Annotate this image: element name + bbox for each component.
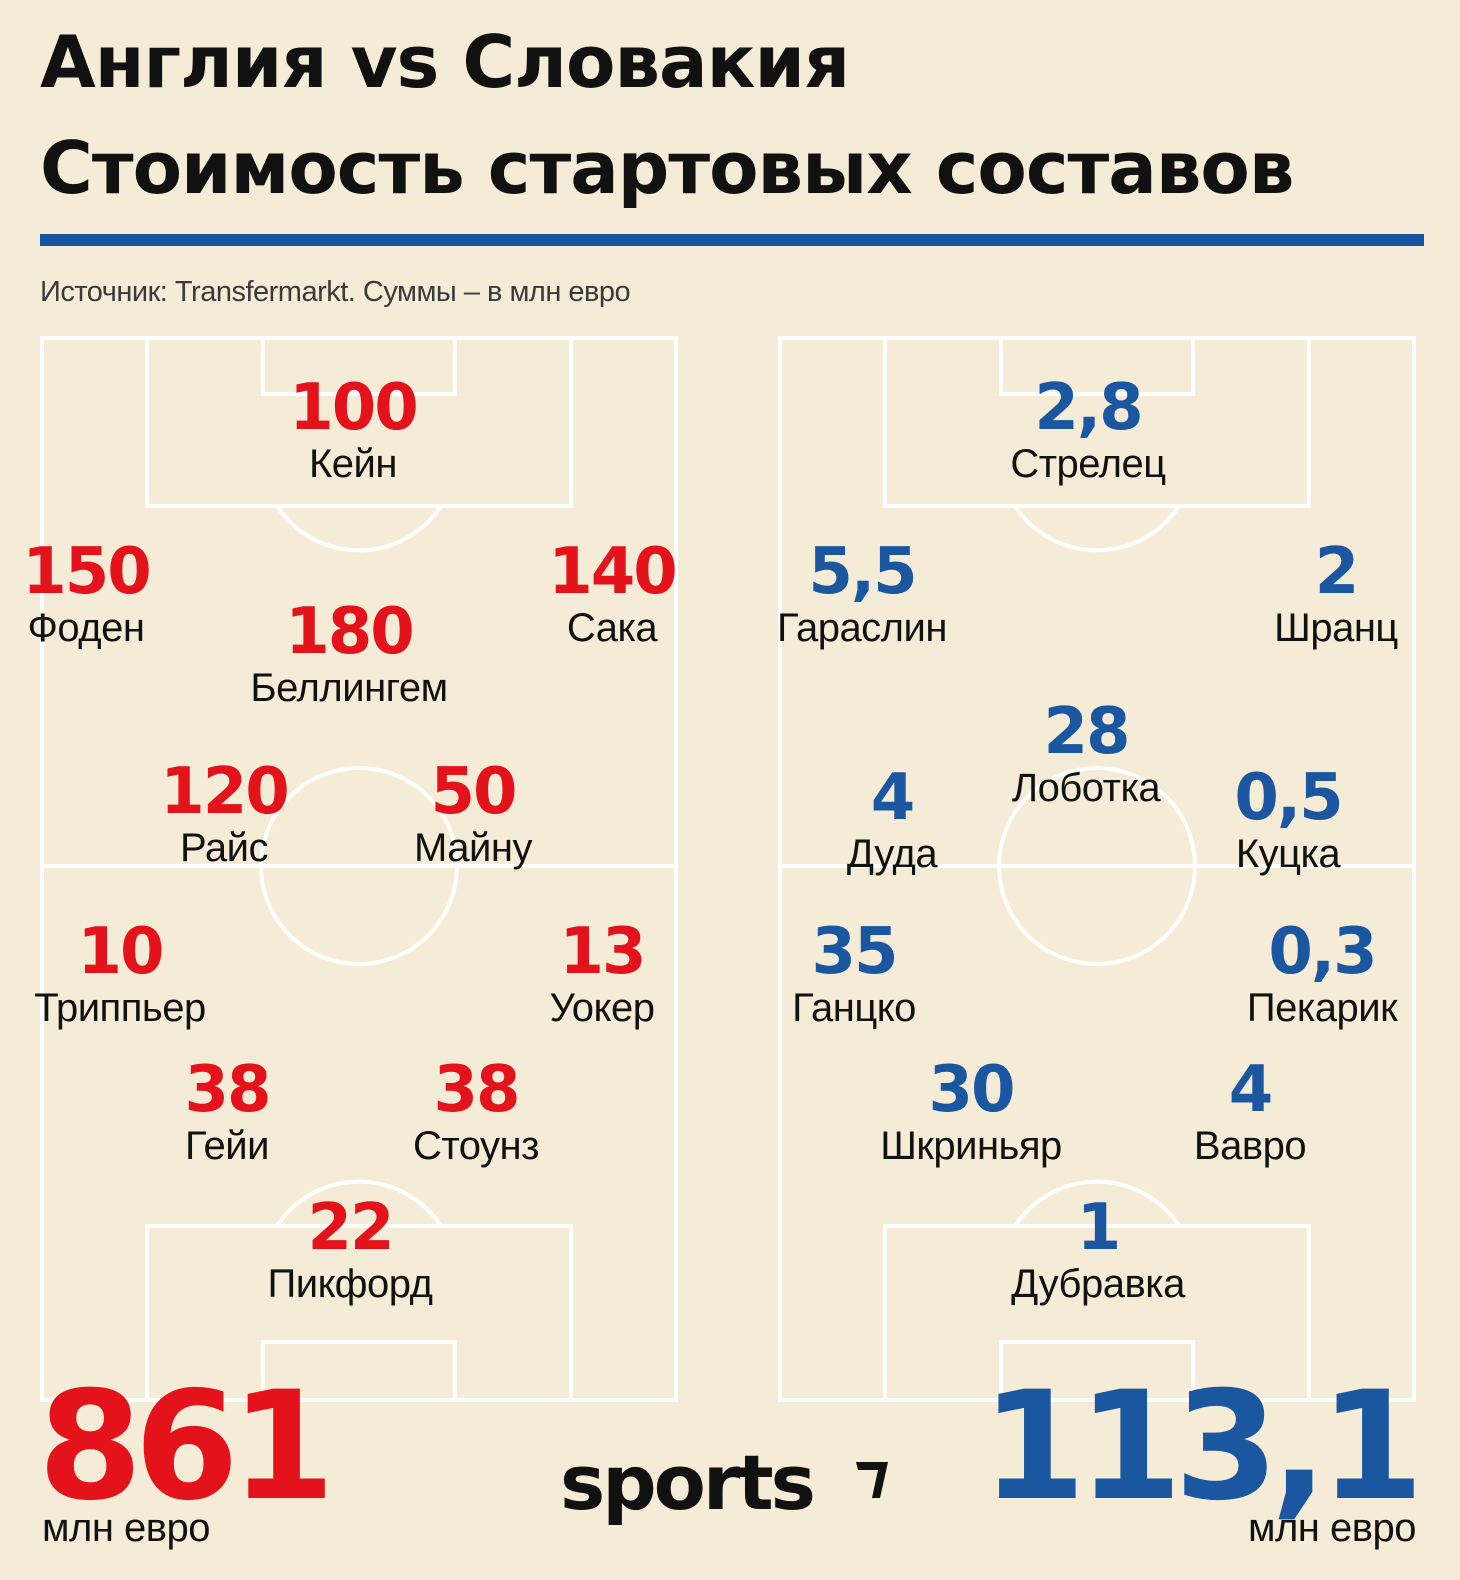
player-name: Майну — [414, 826, 532, 870]
source-note: Источник: Transfermarkt. Суммы – в млн е… — [40, 276, 631, 308]
player-foden: 150 Фоден — [0, 540, 216, 652]
player-strelec: 2,8 Стрелец — [958, 376, 1218, 488]
player-haraslin: 5,5 Гараслин — [732, 540, 992, 652]
player-value: 30 — [928, 1053, 1015, 1127]
player-value: 5,5 — [808, 535, 917, 609]
player-value: 120 — [160, 755, 290, 829]
player-dubravka: 1 Дубравка — [968, 1196, 1228, 1308]
player-name: Сака — [566, 606, 658, 650]
player-schranz: 2 Шранц — [1206, 540, 1460, 652]
player-value: 10 — [77, 915, 164, 989]
england-pitch-lines — [40, 336, 678, 1402]
sports-logo: sports — [560, 1438, 816, 1527]
player-name: Дубравка — [1011, 1262, 1185, 1306]
slovakia-pitch: 2,8 Стрелец 5,5 Гараслин 2 Шранц 28 Лоботка … — [777, 336, 1418, 1402]
player-pickford: 22 Пикфорд — [220, 1196, 480, 1308]
player-name: Уокер — [549, 986, 655, 1030]
player-name: Фоден — [27, 606, 145, 650]
player-bellingham: 180 Беллингем — [219, 600, 479, 712]
player-name: Триппьер — [34, 986, 206, 1030]
england-total-value: 861 — [38, 1360, 335, 1534]
player-name: Гейи — [185, 1124, 269, 1168]
player-value: 1 — [1076, 1191, 1122, 1265]
slovakia-pitch-lines — [778, 336, 1416, 1402]
england-pitch: 100 Кейн 150 Фоден 180 Беллингем 140 Сака 12… — [22, 336, 678, 1402]
player-value: 180 — [285, 595, 415, 669]
player-value: 28 — [1043, 695, 1130, 769]
slovakia-total-value: 113,1 — [981, 1360, 1424, 1534]
player-value: 38 — [184, 1053, 271, 1127]
player-value: 100 — [289, 371, 419, 445]
player-skriniar: 30 Шкриньяр — [841, 1058, 1101, 1170]
player-value: 4 — [1228, 1053, 1274, 1127]
player-name: Стоунз — [413, 1124, 539, 1168]
player-value: 22 — [307, 1191, 394, 1265]
player-rice: 120 Райс — [94, 760, 354, 872]
player-value: 35 — [811, 915, 898, 989]
player-stones: 38 Стоунз — [346, 1058, 606, 1170]
sports-logo-mark-icon — [856, 1462, 888, 1498]
player-name: Шкриньяр — [880, 1124, 1062, 1168]
player-pekarik: 0,3 Пекарик — [1192, 920, 1452, 1032]
player-value: 13 — [559, 915, 646, 989]
player-saka: 140 Сака — [482, 540, 742, 652]
player-value: 4 — [870, 761, 916, 835]
player-duda: 4 Дуда — [762, 766, 1022, 878]
player-name: Гараслин — [777, 606, 947, 650]
title-line-2: Стоимость стартовых составов — [40, 126, 1294, 210]
player-walker: 13 Уокер — [472, 920, 732, 1032]
player-value: 2 — [1314, 535, 1360, 609]
title-line-1: Англия vs Словакия — [40, 20, 850, 104]
player-name: Лоботка — [1011, 766, 1161, 810]
player-value: 150 — [22, 535, 152, 609]
player-vavro: 4 Вавро — [1120, 1058, 1380, 1170]
england-total-unit: млн евро — [42, 1506, 211, 1550]
player-name: Куцка — [1235, 832, 1341, 876]
slovakia-total-unit: млн евро — [1247, 1506, 1417, 1550]
player-name: Вавро — [1193, 1124, 1307, 1168]
player-value: 140 — [548, 535, 678, 609]
player-kucka: 0,5 Куцка — [1158, 766, 1418, 878]
player-guehi: 38 Гейи — [97, 1058, 357, 1170]
player-value: 0,5 — [1234, 761, 1343, 835]
player-trippier: 10 Триппьер — [0, 920, 250, 1032]
player-value: 2,8 — [1034, 371, 1143, 445]
player-lobotka: 28 Лоботка — [956, 700, 1216, 812]
player-name: Пикфорд — [267, 1262, 433, 1306]
player-value: 0,3 — [1268, 915, 1377, 989]
player-value: 38 — [433, 1053, 520, 1127]
header-divider — [40, 234, 1424, 246]
player-name: Беллингем — [250, 666, 448, 710]
player-name: Ганцко — [792, 986, 916, 1030]
player-hancko: 35 Ганцко — [724, 920, 984, 1032]
player-mainoo: 50 Майну — [343, 760, 603, 872]
player-kane: 100 Кейн — [223, 376, 483, 488]
player-name: Пекарик — [1246, 986, 1398, 1030]
player-value: 50 — [430, 755, 517, 829]
player-name: Райс — [180, 826, 268, 870]
player-name: Дуда — [846, 832, 938, 876]
player-name: Кейн — [309, 442, 397, 486]
player-name: Стрелец — [1010, 442, 1166, 486]
player-name: Шранц — [1274, 606, 1398, 650]
